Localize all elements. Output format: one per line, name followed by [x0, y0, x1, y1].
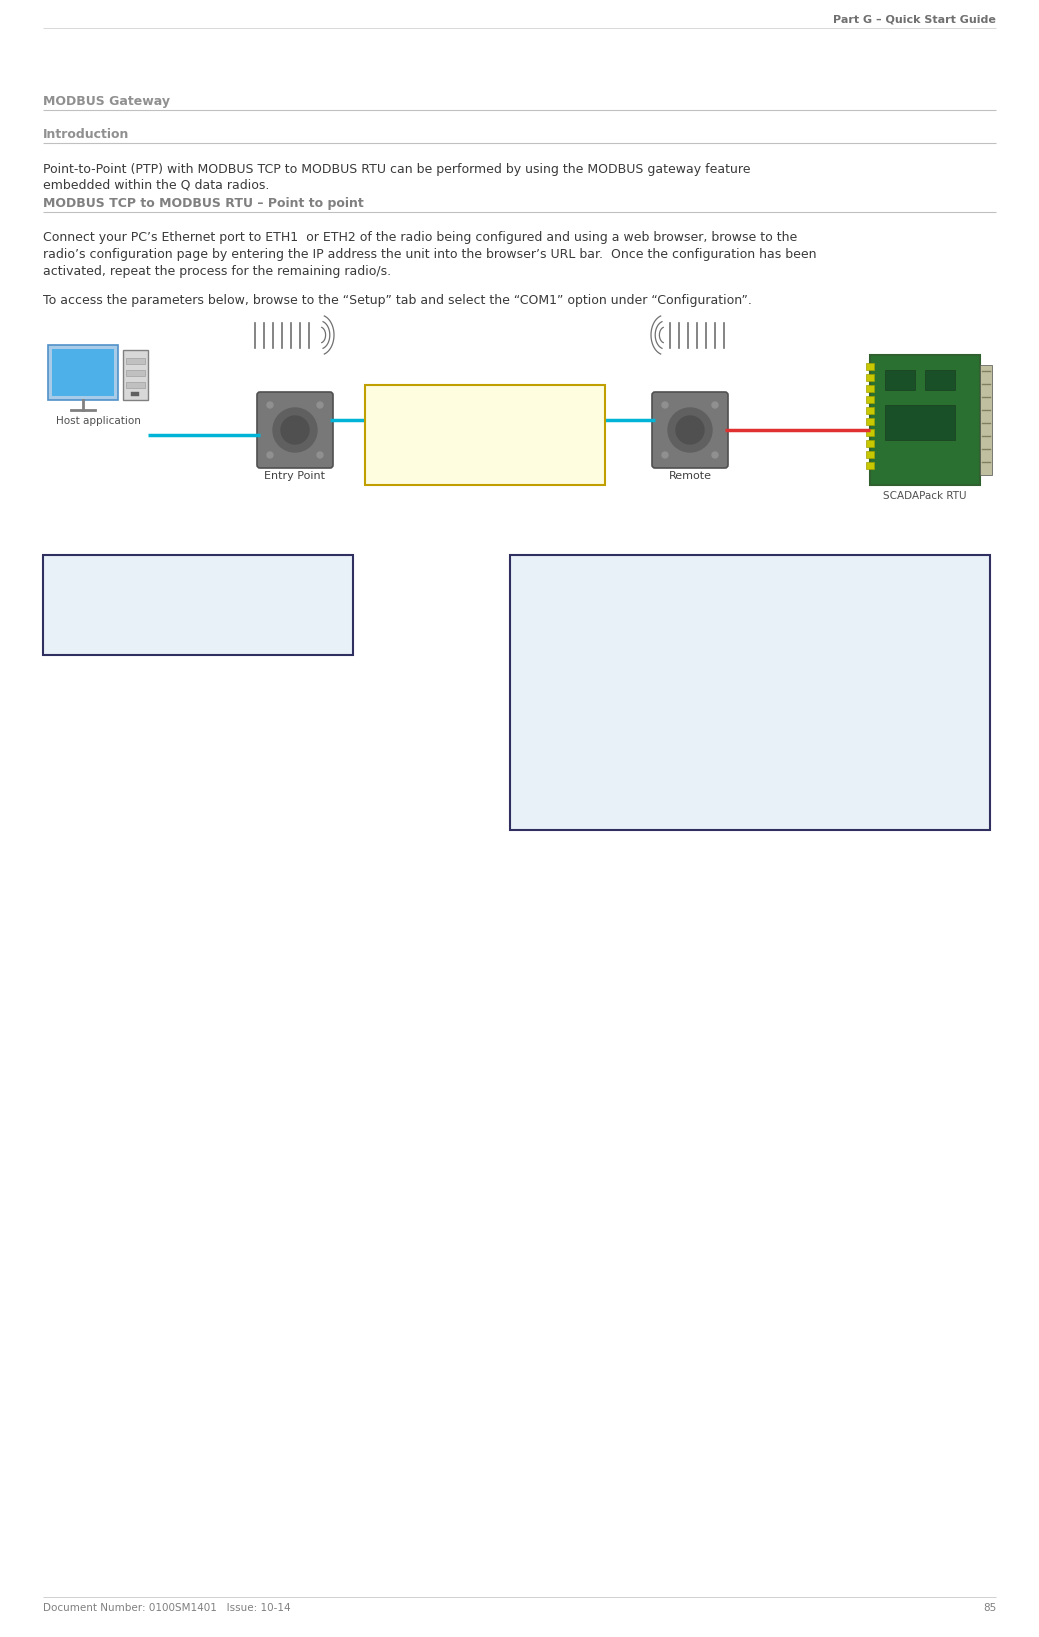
Bar	[865, 417, 874, 426]
Circle shape	[662, 403, 668, 408]
Text: (e) Protocol Mode: TCP Client: (e) Protocol Mode: TCP Client	[516, 720, 687, 733]
Circle shape	[267, 452, 273, 458]
Text: Port number: 30010: Port number: 30010	[49, 581, 167, 594]
Bar	[123, 350, 148, 399]
Bar	[365, 385, 605, 485]
Text: SCADAPack RTU: SCADAPack RTU	[883, 491, 966, 501]
Text: COM1:: COM1:	[516, 579, 562, 593]
Text: Remote – 192.168.2.17: Remote – 192.168.2.17	[516, 561, 677, 575]
Text: The default is 9600,8,N,1 – RS232.: The default is 9600,8,N,1 – RS232.	[516, 663, 720, 676]
Text: are connecting to the Q data radio’s Serial Port.: are connecting to the Q data radio’s Ser…	[516, 647, 799, 660]
Circle shape	[712, 452, 718, 458]
Text: (In this topology, the entry point radio is: (In this topology, the entry point radio…	[371, 409, 596, 419]
Bar	[865, 429, 874, 435]
Bar	[870, 355, 980, 485]
Circle shape	[317, 403, 323, 408]
Text: activated, repeat the process for the remaining radio/s.: activated, repeat the process for the re…	[43, 265, 391, 278]
Bar	[48, 345, 118, 399]
Text: Point-to-Point (PTP) with MODBUS TCP to MODBUS RTU can be performed by using the: Point-to-Point (PTP) with MODBUS TCP to …	[43, 164, 750, 177]
Text: Host Application – 192.168.2.10: Host Application – 192.168.2.10	[49, 561, 272, 575]
Bar	[43, 555, 353, 655]
Bar	[885, 404, 955, 440]
Bar	[925, 370, 955, 390]
Text: Entry Point – 192.168.2.16: Entry Point – 192.168.2.16	[371, 391, 547, 404]
Bar	[126, 381, 145, 388]
Text: (g) Primary IP Port: 30010: (g) Primary IP Port: 30010	[516, 756, 668, 769]
Text: Document Number: 0100SM1401   Issue: 10-14: Document Number: 0100SM1401 Issue: 10-14	[43, 1603, 291, 1612]
Text: SCADApack RTU Destination Port number: 30010: SCADApack RTU Destination Port number: 3…	[49, 632, 338, 645]
Text: MODBUS Gateway: MODBUS Gateway	[43, 95, 170, 108]
Bar	[885, 370, 915, 390]
Text: Part G – Quick Start Guide: Part G – Quick Start Guide	[833, 15, 996, 25]
FancyBboxPatch shape	[652, 391, 728, 468]
Circle shape	[281, 416, 309, 444]
Text: Host application: Host application	[55, 416, 140, 426]
Text: MODBUS TCP to MODBUS RTU – Point to point: MODBUS TCP to MODBUS RTU – Point to poin…	[43, 196, 364, 210]
Bar	[865, 440, 874, 447]
Text: Introduction: Introduction	[43, 128, 130, 141]
Text: embedded within the Q data radios.: embedded within the Q data radios.	[43, 178, 269, 192]
Text: No COM port configuration is required.: No COM port configuration is required.	[371, 445, 586, 455]
Text: Mode: MODBUS/TCP Gateway: Mode: MODBUS/TCP Gateway	[516, 598, 690, 611]
Bar	[865, 462, 874, 468]
Circle shape	[317, 452, 323, 458]
Text: Packet Layer: MODBUS: Packet Layer: MODBUS	[516, 684, 651, 697]
Text: SCADApack RTU Destination Address: 192.168.2.17: SCADApack RTU Destination Address: 192.1…	[49, 616, 353, 629]
Text: 85: 85	[983, 1603, 996, 1612]
Circle shape	[668, 408, 712, 452]
Bar	[510, 555, 990, 830]
Text: Protocol: TCP: Protocol: TCP	[516, 702, 593, 715]
Bar	[865, 385, 874, 391]
Bar	[52, 349, 114, 396]
Text: transparent to the MODBUS TCP data).: transparent to the MODBUS TCP data).	[371, 426, 587, 435]
Bar	[865, 363, 874, 370]
FancyBboxPatch shape	[257, 391, 334, 468]
Text: Protocol: MODBUS/TCP: Protocol: MODBUS/TCP	[49, 598, 183, 611]
Bar	[865, 373, 874, 381]
Circle shape	[662, 452, 668, 458]
Text: (h) MODBUS RTU Timeout: 30 seconds: (h) MODBUS RTU Timeout: 30 seconds	[516, 774, 742, 787]
Text: radio’s configuration page by entering the IP address the unit into the browser’: radio’s configuration page by entering t…	[43, 247, 817, 260]
Bar	[865, 396, 874, 403]
Bar	[980, 365, 992, 475]
Bar	[131, 391, 139, 396]
Bar	[865, 408, 874, 414]
Text: Connect your PC’s Ethernet port to ETH1  or ETH2 of the radio being configured a: Connect your PC’s Ethernet port to ETH1 …	[43, 231, 797, 244]
Bar	[865, 452, 874, 458]
Text: configuration of the external serial device you: configuration of the external serial dev…	[516, 630, 790, 643]
Text: Remote: Remote	[668, 471, 712, 481]
Text: Character Layer and Interface: match the: Character Layer and Interface: match the	[516, 616, 763, 629]
Circle shape	[712, 403, 718, 408]
Bar	[126, 370, 145, 377]
Circle shape	[273, 408, 317, 452]
Circle shape	[267, 403, 273, 408]
Circle shape	[676, 416, 704, 444]
Text: To access the parameters below, browse to the “Setup” tab and select the “COM1” : To access the parameters below, browse t…	[43, 295, 752, 308]
Text: Entry Point: Entry Point	[265, 471, 325, 481]
Bar	[126, 359, 145, 363]
Text: (f) Primary IP Address: 192.168.2.16: (f) Primary IP Address: 192.168.2.16	[516, 738, 730, 751]
